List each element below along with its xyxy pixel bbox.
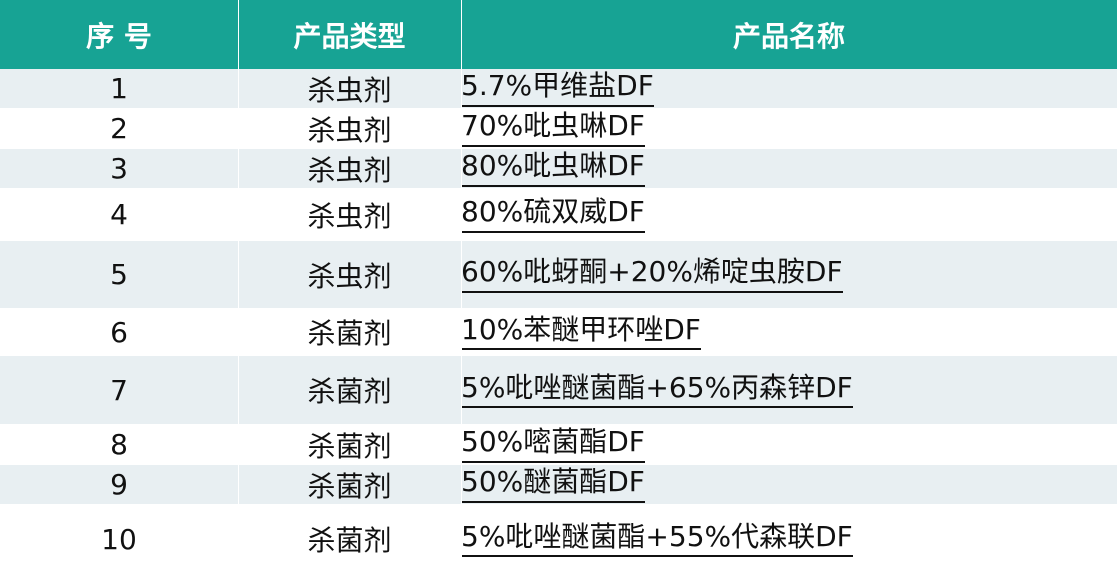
- row-index: 9: [110, 468, 128, 501]
- table-row: 7 杀菌剂 5%吡唑醚菌酯+65%丙森锌DF: [0, 356, 1117, 425]
- table-row: 8 杀菌剂 50%嘧菌酯DF: [0, 425, 1117, 465]
- row-type: 杀菌剂: [307, 429, 392, 463]
- header-type: 产品类型: [293, 19, 406, 53]
- row-index: 3: [110, 152, 128, 185]
- row-index: 1: [110, 72, 128, 105]
- header-index: 序 号: [86, 19, 152, 53]
- table-row: 2 杀虫剂 70%吡虫啉DF: [0, 109, 1117, 149]
- row-type: 杀虫剂: [307, 153, 392, 187]
- table-row: 10 杀菌剂 5%吡唑醚菌酯+55%代森联DF: [0, 505, 1117, 574]
- row-type: 杀虫剂: [307, 113, 392, 147]
- row-product-name: 50%嘧菌酯DF: [461, 426, 645, 463]
- row-index: 8: [110, 428, 128, 461]
- row-type: 杀虫剂: [307, 73, 392, 107]
- row-product-name: 80%吡虫啉DF: [461, 150, 645, 187]
- row-index: 5: [110, 258, 128, 291]
- table-header: 序 号 产品类型 产品名称: [0, 0, 1117, 69]
- row-index: 6: [110, 315, 128, 349]
- table-row: 9 杀菌剂 50%醚菌酯DF: [0, 465, 1117, 505]
- table-row: 3 杀虫剂 80%吡虫啉DF: [0, 149, 1117, 189]
- row-product-name: 50%醚菌酯DF: [461, 466, 645, 503]
- row-type: 杀虫剂: [307, 199, 392, 233]
- column-divider: [238, 0, 239, 576]
- row-type: 杀菌剂: [307, 469, 392, 503]
- table-row: 4 杀虫剂 80%硫双威DF: [0, 189, 1117, 241]
- header-name: 产品名称: [732, 19, 845, 53]
- row-product-name: 5%吡唑醚菌酯+55%代森联DF: [461, 520, 853, 558]
- row-type: 杀菌剂: [307, 524, 392, 557]
- table-bottom-border: [0, 574, 1117, 576]
- row-product-name: 10%苯醚甲环唑DF: [461, 313, 701, 351]
- table-row: 6 杀菌剂 10%苯醚甲环唑DF: [0, 309, 1117, 356]
- row-type: 杀虫剂: [307, 259, 392, 293]
- row-product-name: 80%硫双威DF: [461, 196, 645, 233]
- row-type: 杀菌剂: [307, 317, 392, 350]
- row-product-name: 60%吡蚜酮+20%烯啶虫胺DF: [461, 256, 843, 293]
- table-row: 5 杀虫剂 60%吡蚜酮+20%烯啶虫胺DF: [0, 241, 1117, 309]
- row-index: 4: [110, 198, 128, 231]
- row-index: 2: [110, 112, 128, 145]
- row-index: 7: [110, 373, 128, 407]
- row-product-name: 5.7%甲维盐DF: [461, 70, 654, 107]
- row-product-name: 5%吡唑醚菌酯+65%丙森锌DF: [461, 371, 853, 409]
- column-divider: [461, 0, 462, 576]
- row-product-name: 70%吡虫啉DF: [461, 110, 645, 147]
- row-type: 杀菌剂: [307, 375, 392, 408]
- table-row: 1 杀虫剂 5.7%甲维盐DF: [0, 69, 1117, 109]
- row-index: 10: [101, 522, 137, 556]
